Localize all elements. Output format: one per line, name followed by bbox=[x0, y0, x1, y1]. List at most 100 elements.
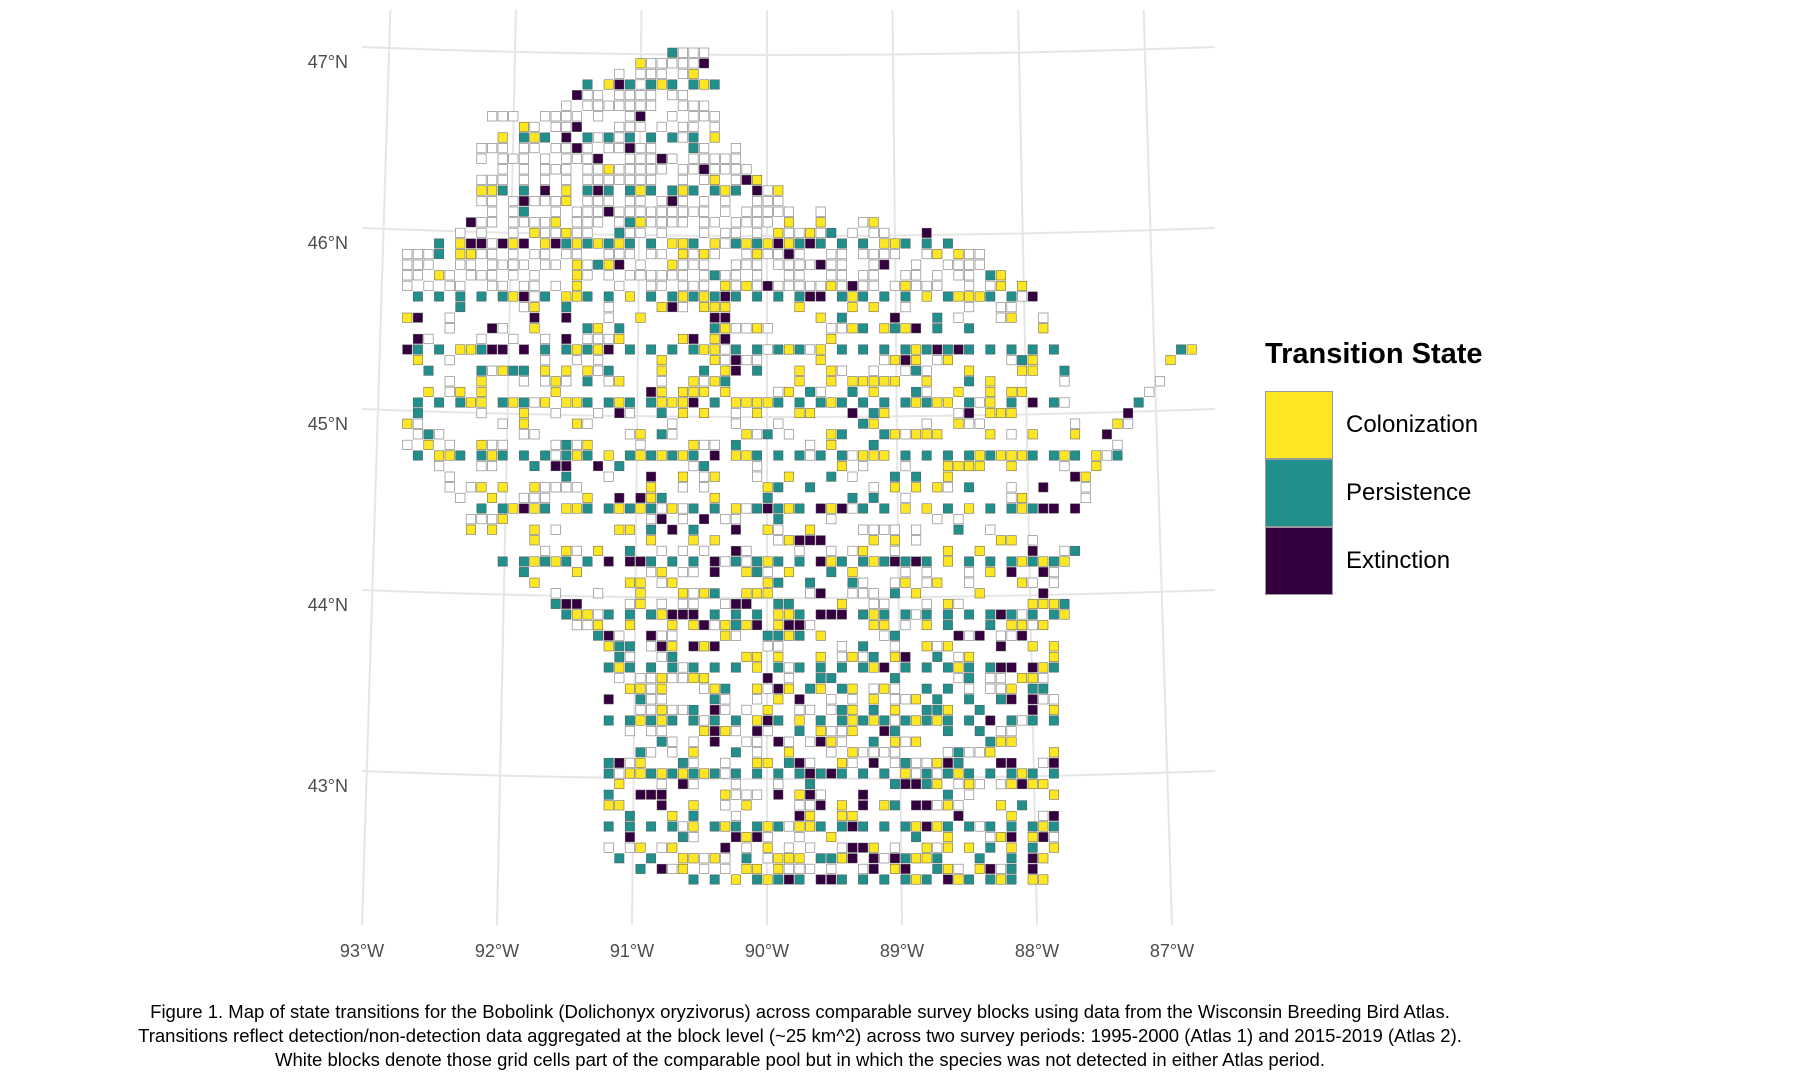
block-persistence bbox=[836, 768, 847, 779]
block-empty bbox=[752, 196, 763, 207]
block-persistence bbox=[646, 853, 657, 864]
block-colonization bbox=[762, 397, 773, 408]
block-colonization bbox=[699, 588, 710, 599]
block-colonization bbox=[614, 376, 625, 387]
block-colonization bbox=[889, 355, 900, 366]
block-empty bbox=[868, 683, 879, 694]
block-empty bbox=[603, 333, 614, 344]
block-colonization bbox=[582, 492, 593, 503]
block-persistence bbox=[497, 291, 508, 302]
block-empty bbox=[720, 556, 731, 567]
block-persistence bbox=[688, 143, 699, 154]
block-empty bbox=[921, 598, 932, 609]
block-colonization bbox=[699, 291, 710, 302]
block-empty bbox=[741, 355, 752, 366]
block-persistence bbox=[932, 651, 943, 662]
block-empty bbox=[465, 270, 476, 281]
block-colonization bbox=[465, 344, 476, 355]
block-extinction bbox=[624, 832, 635, 843]
block-empty bbox=[508, 196, 519, 207]
block-empty bbox=[826, 747, 837, 758]
lat-gridline-45 bbox=[361, 408, 1216, 418]
block-empty bbox=[836, 641, 847, 652]
block-colonization bbox=[847, 747, 858, 758]
block-empty bbox=[921, 249, 932, 260]
block-persistence bbox=[836, 238, 847, 249]
block-colonization bbox=[805, 524, 816, 535]
block-persistence bbox=[911, 471, 922, 482]
block-persistence bbox=[879, 821, 890, 832]
block-persistence bbox=[1048, 609, 1059, 620]
block-persistence bbox=[518, 365, 529, 376]
block-empty bbox=[889, 757, 900, 768]
block-colonization bbox=[858, 376, 869, 387]
block-colonization bbox=[805, 408, 816, 419]
block-empty bbox=[699, 270, 710, 281]
block-colonization bbox=[942, 641, 953, 652]
block-persistence bbox=[836, 397, 847, 408]
block-empty bbox=[635, 259, 646, 270]
block-empty bbox=[656, 726, 667, 737]
block-colonization bbox=[434, 270, 445, 281]
block-extinction bbox=[773, 789, 784, 800]
block-persistence bbox=[476, 503, 487, 514]
block-persistence bbox=[730, 747, 741, 758]
block-empty bbox=[730, 153, 741, 164]
block-extinction bbox=[868, 757, 879, 768]
block-colonization bbox=[476, 386, 487, 397]
block-colonization bbox=[985, 376, 996, 387]
block-persistence bbox=[624, 79, 635, 90]
block-persistence bbox=[667, 715, 678, 726]
block-empty bbox=[677, 704, 688, 715]
block-extinction bbox=[858, 800, 869, 811]
block-colonization bbox=[752, 408, 763, 419]
block-empty bbox=[752, 270, 763, 281]
block-empty bbox=[529, 143, 540, 154]
block-empty bbox=[858, 280, 869, 291]
block-empty bbox=[487, 143, 498, 154]
block-empty bbox=[1038, 757, 1049, 768]
block-colonization bbox=[603, 450, 614, 461]
block-colonization bbox=[709, 174, 720, 185]
block-persistence bbox=[836, 874, 847, 885]
legend-label-persistence: Persistence bbox=[1346, 479, 1472, 506]
block-empty bbox=[656, 121, 667, 132]
block-empty bbox=[529, 280, 540, 291]
lat-gridline-47 bbox=[361, 46, 1216, 56]
block-colonization bbox=[752, 249, 763, 260]
block-colonization bbox=[508, 291, 519, 302]
block-empty bbox=[911, 768, 922, 779]
block-empty bbox=[455, 280, 466, 291]
block-persistence bbox=[699, 365, 710, 376]
block-persistence bbox=[858, 821, 869, 832]
block-empty bbox=[836, 726, 847, 737]
block-colonization bbox=[773, 853, 784, 864]
block-empty bbox=[667, 704, 678, 715]
block-empty bbox=[964, 747, 975, 758]
block-colonization bbox=[847, 651, 858, 662]
block-empty bbox=[667, 418, 678, 429]
block-empty bbox=[741, 556, 752, 567]
block-colonization bbox=[1112, 418, 1123, 429]
block-colonization bbox=[656, 683, 667, 694]
block-persistence bbox=[561, 344, 572, 355]
block-empty bbox=[571, 439, 582, 450]
block-colonization bbox=[614, 524, 625, 535]
block-colonization bbox=[529, 227, 540, 238]
block-empty bbox=[593, 609, 604, 620]
block-empty bbox=[476, 333, 487, 344]
block-empty bbox=[571, 217, 582, 228]
block-empty bbox=[540, 482, 551, 493]
block-empty bbox=[805, 863, 816, 874]
block-colonization bbox=[677, 291, 688, 302]
block-extinction bbox=[911, 800, 922, 811]
block-colonization bbox=[667, 397, 678, 408]
block-empty bbox=[1027, 535, 1038, 546]
block-empty bbox=[953, 259, 964, 270]
block-empty bbox=[688, 832, 699, 843]
block-colonization bbox=[571, 567, 582, 578]
figure-caption: Figure 1. Map of state transitions for t… bbox=[0, 1000, 1600, 1072]
block-persistence bbox=[900, 556, 911, 567]
block-persistence bbox=[794, 726, 805, 737]
block-empty bbox=[699, 715, 710, 726]
